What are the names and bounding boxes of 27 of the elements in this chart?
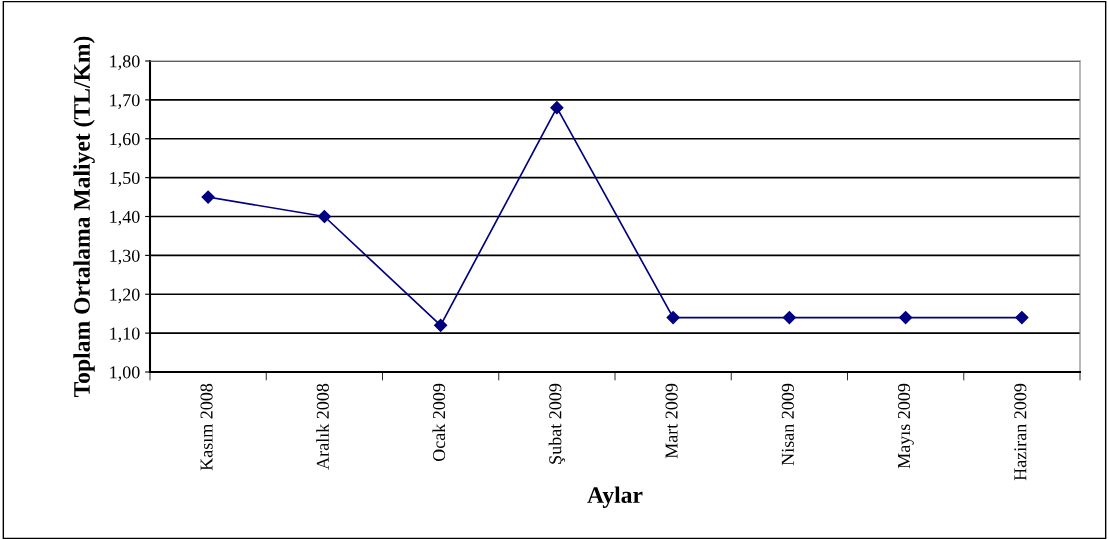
x-axis-title: Aylar — [587, 486, 643, 508]
y-tick-label: 1,40 — [110, 210, 140, 226]
y-tick-label: 1,60 — [110, 133, 140, 148]
y-tick-label: 1,50 — [110, 171, 140, 187]
x-tick-label: Kasım 2008 — [200, 383, 213, 471]
point — [899, 310, 913, 325]
point — [1015, 310, 1029, 325]
point — [201, 190, 215, 204]
x-tick-label: Aralık 2008 — [316, 383, 329, 470]
x-tick-label: Mayıs 2009 — [897, 383, 914, 469]
x-tick-label: Şubat 2009 — [548, 383, 566, 464]
y-tick-label: 1,00 — [110, 366, 140, 382]
x-tick-label: Mart 2009 — [665, 383, 678, 459]
y-tick-label: 1,10 — [110, 327, 140, 343]
point — [782, 310, 796, 325]
y-axis-title: Toplam Ortalama Maliyet (TL/Km) — [73, 36, 95, 398]
y-tick-label: 1,80 — [110, 55, 140, 71]
point — [666, 310, 680, 325]
y-tick-label: 1,30 — [110, 249, 140, 265]
point — [317, 209, 331, 224]
x-tick-label: Haziran 2009 — [1014, 383, 1027, 481]
point — [434, 318, 448, 332]
y-tick-label: 1,20 — [110, 288, 140, 304]
point — [550, 101, 564, 115]
x-tick-label: Nisan 2009 — [781, 383, 794, 466]
y-tick-label: 1,70 — [110, 94, 140, 109]
x-tick-label: Ocak 2009 — [432, 383, 446, 462]
